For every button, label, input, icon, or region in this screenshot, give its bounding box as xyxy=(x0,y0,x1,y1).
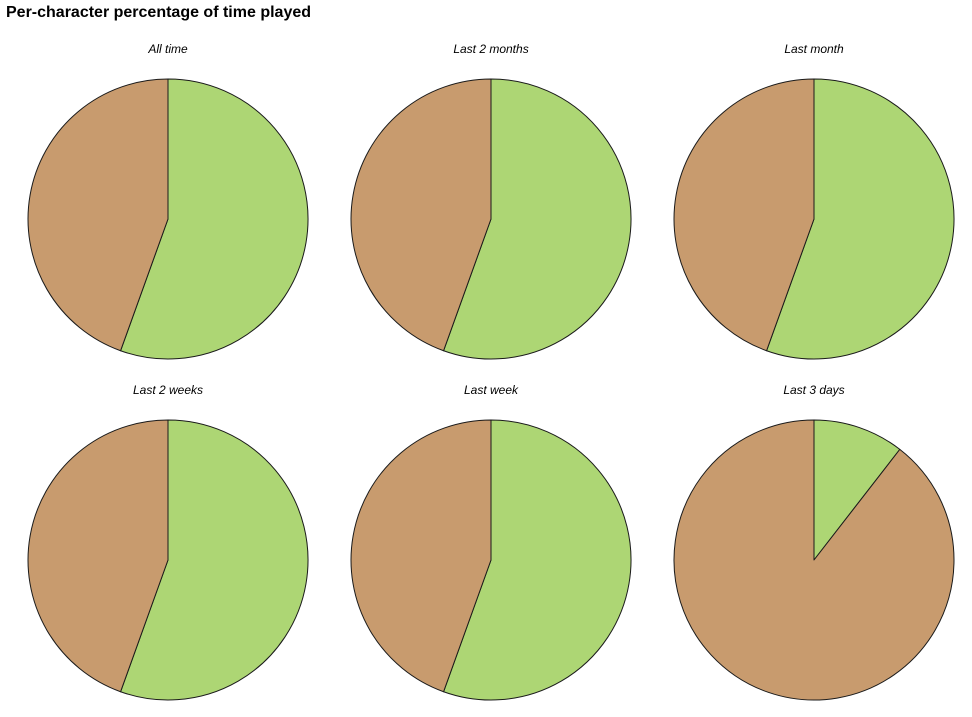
pie-title-last-2-months: Last 2 months xyxy=(453,42,529,56)
pie-slice-last-2-weeks-1 xyxy=(27,419,169,693)
pie-slice-all-time-1 xyxy=(27,78,169,352)
pie-slice-last-2-months-0 xyxy=(443,78,632,360)
pie-title-last-2-weeks: Last 2 weeks xyxy=(132,383,204,397)
pie-slice-last-3-days-0 xyxy=(813,419,901,561)
pie-slice-last-2-months-1 xyxy=(350,78,492,352)
pie-title-last-month: Last month xyxy=(784,42,844,56)
chart-title: Per-character percentage of time played xyxy=(6,4,312,21)
pie-slice-last-2-weeks-0 xyxy=(120,419,309,701)
pie-slice-last-week-0 xyxy=(443,419,632,701)
pie-title-all-time: All time xyxy=(148,42,188,56)
pie-slice-last-month-0 xyxy=(766,78,955,360)
pie-title-last-week: Last week xyxy=(463,383,519,397)
pie-slice-all-time-0 xyxy=(120,78,309,360)
pie-title-last-3-days: Last 3 days xyxy=(783,383,845,397)
pie-slice-last-week-1 xyxy=(350,419,492,693)
pie-slice-last-month-1 xyxy=(673,78,815,352)
pie-slice-last-3-days-1 xyxy=(673,419,955,701)
